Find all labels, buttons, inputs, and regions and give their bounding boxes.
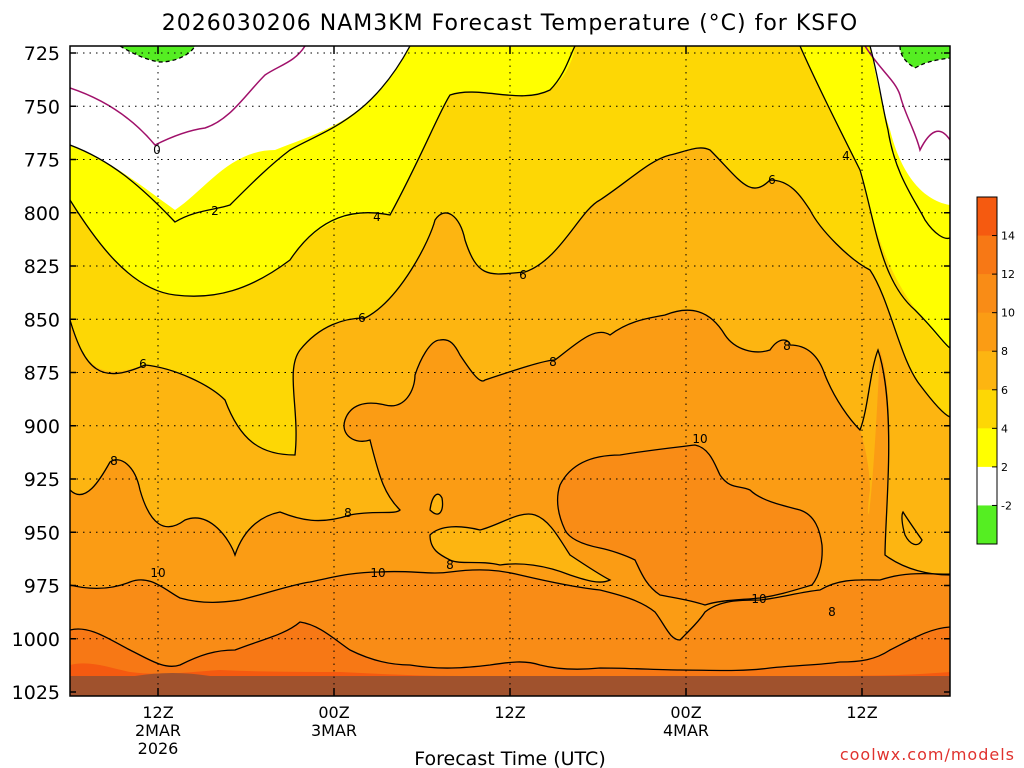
contour-line-12c	[70, 621, 950, 672]
colorbar-bin	[977, 389, 997, 429]
contour-line-4c	[70, 46, 576, 297]
colorbar-bin	[977, 312, 997, 352]
contour-label: 6	[139, 357, 147, 371]
x-tick-label: 3MAR	[311, 721, 357, 740]
y-tick-label: 750	[24, 96, 60, 118]
colorbar-bin	[977, 505, 997, 545]
x-tick-label: 12Z	[494, 703, 525, 722]
colorbar-tick-label: 8	[1001, 345, 1008, 358]
colorbar-tick-label: -2	[1001, 499, 1012, 512]
y-tick-label: 825	[24, 256, 60, 278]
contour-line-8c-right-blob	[901, 510, 923, 546]
contour-line-10c	[70, 569, 950, 641]
contour-line-2c	[70, 46, 411, 223]
y-tick-label: 975	[24, 576, 60, 598]
y-tick-label: 950	[24, 522, 60, 544]
contour-label: 6	[519, 268, 527, 282]
y-tick-label: 775	[24, 150, 60, 172]
x-tick-label: 4MAR	[663, 721, 709, 740]
y-tick-label: 1025	[12, 682, 60, 704]
contour-line-0c-right	[864, 46, 950, 153]
contour-line-10c-core	[556, 444, 823, 606]
x-axis-label: Forecast Time (UTC)	[414, 748, 605, 768]
band-10-12-core	[557, 445, 823, 605]
grid	[70, 46, 950, 696]
x-tick-label: 12Z	[846, 703, 877, 722]
chart-title: 2026030206 NAM3KM Forecast Temperature (…	[162, 11, 858, 36]
contour-label: 0	[153, 143, 161, 157]
y-tick-label: 900	[24, 416, 60, 438]
contour-label: 8	[344, 506, 352, 520]
contour-label: 8	[783, 339, 791, 353]
contour-line-4c-right	[799, 46, 950, 349]
contour-line-0c-left	[70, 46, 306, 146]
y-tick-label: 850	[24, 309, 60, 331]
colorbar-tick-label: 10	[1001, 307, 1015, 320]
contour-label: 6	[358, 311, 366, 325]
colorbar-bin	[977, 466, 997, 506]
x-tick-label: 12Z	[142, 703, 173, 722]
contour-label: 6	[768, 173, 776, 187]
colorbar-tick-label: 6	[1001, 384, 1008, 397]
x-tick-label: 00Z	[670, 703, 701, 722]
colorbar-bin	[977, 274, 997, 314]
contour-label: 10	[370, 566, 385, 580]
contour-labels: 0 2 4 6 6 6 6 4 8 8 8 8 8 10 10 10 10 8	[110, 143, 850, 619]
contour-line-2c-right	[869, 46, 950, 240]
colorbar-bin	[977, 197, 997, 237]
contour-line-8c-small	[429, 493, 444, 515]
contour-line-6c	[70, 147, 950, 456]
contour-label: 4	[373, 210, 381, 224]
contour-label: 8	[828, 605, 836, 619]
colorbar-bin	[977, 351, 997, 391]
contour-line-8c	[70, 309, 950, 576]
contour-line-minus2-right	[899, 46, 950, 69]
contour-label: 10	[751, 592, 766, 606]
x-tick-label: 2026	[138, 739, 179, 758]
y-tick-label: 1000	[12, 629, 60, 651]
colorbar-frame	[976, 196, 998, 545]
y-tick-label: 725	[24, 43, 60, 65]
credit-text[interactable]: coolwx.com/models	[840, 745, 1015, 764]
colorbar-bin	[977, 235, 997, 275]
contour-label: 8	[549, 355, 557, 369]
contour-label: 8	[446, 558, 454, 572]
x-tick-label: 2MAR	[135, 721, 181, 740]
contour-lines	[70, 46, 950, 672]
band-minus2-cold-right	[900, 46, 950, 68]
x-tick-label: 00Z	[318, 703, 349, 722]
contour-label: 8	[110, 454, 118, 468]
contour-label: 2	[211, 204, 219, 218]
band-8-10-pocket-b	[430, 513, 610, 583]
y-axis: 7257507758008258508759009259509751000102…	[12, 43, 950, 704]
y-tick-label: 800	[24, 203, 60, 225]
y-tick-label: 925	[24, 469, 60, 491]
colorbar: 14 12 10 8 6 4 2 -2	[976, 196, 1015, 545]
y-tick-label: 875	[24, 363, 60, 385]
contour-line-8c-pocket	[429, 513, 612, 583]
colorbar-bin	[977, 428, 997, 468]
contour-label: 10	[692, 432, 707, 446]
contour-label: 4	[842, 149, 850, 163]
colorbar-tick-label: 4	[1001, 422, 1008, 435]
colorbar-tick-label: 2	[1001, 461, 1008, 474]
colorbar-tick-label: 12	[1001, 268, 1015, 281]
colorbar-tick-label: 14	[1001, 230, 1015, 243]
